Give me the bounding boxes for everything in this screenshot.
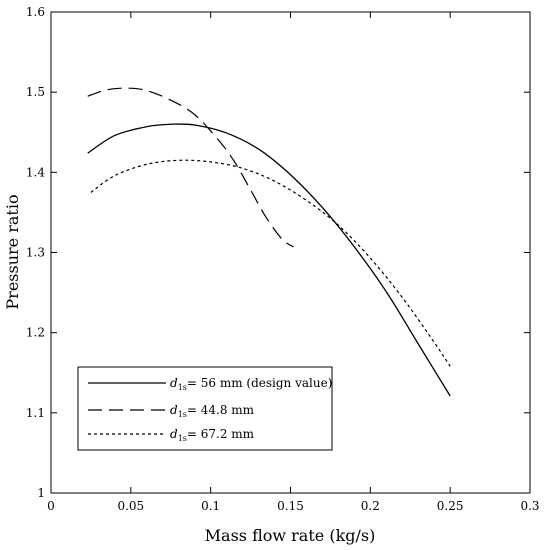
y-tick-label: 1.4	[26, 165, 45, 179]
plot-frame	[50, 11, 531, 494]
legend-subscript: 1s	[178, 434, 187, 443]
legend-label-3: d1s= 67.2 mm	[170, 427, 255, 443]
legend-subscript: 1s	[178, 410, 187, 419]
x-tick-label: 0.15	[277, 499, 304, 513]
y-tick-label: 1.2	[26, 326, 45, 340]
legend: d1s= 56 mm (design value)d1s= 44.8 mmd1s…	[77, 366, 333, 451]
legend-value: = 67.2 mm	[187, 427, 255, 441]
x-tick-label: 0.05	[117, 499, 144, 513]
legend-subscript: 1s	[178, 383, 187, 392]
y-tick-label: 1.5	[26, 85, 45, 99]
y-tick-label: 1	[37, 486, 45, 500]
x-axis-label: Mass flow rate (kg/s)	[205, 526, 376, 545]
x-tick-label: 0.3	[520, 499, 539, 513]
legend-var: d	[170, 427, 178, 441]
legend-var: d	[170, 376, 178, 390]
legend-value: = 56 mm (design value)	[187, 376, 333, 390]
y-axis-label: Pressure ratio	[3, 194, 22, 309]
x-tick-label: 0.1	[201, 499, 220, 513]
y-tick-label: 1.3	[26, 246, 45, 260]
y-tick-label: 1.6	[26, 5, 45, 19]
legend-label-2: d1s= 44.8 mm	[170, 403, 255, 419]
x-tick-label: 0	[47, 499, 55, 513]
x-tick-label: 0.2	[361, 499, 380, 513]
legend-label-1: d1s= 56 mm (design value)	[170, 376, 332, 392]
series-line-3	[90, 159, 451, 367]
y-tick-label: 1.1	[26, 406, 45, 420]
legend-var: d	[170, 403, 178, 417]
legend-box	[77, 366, 333, 451]
x-tick-label: 0.25	[437, 499, 464, 513]
series-line-1	[87, 123, 451, 397]
series-line-2	[87, 87, 295, 248]
legend-value: = 44.8 mm	[187, 403, 255, 417]
series-layer	[87, 87, 451, 397]
ticks-layer: 0 0.05 0.1 0.15 0.2 0.25 0.3 1 1.1 1.2 1.3 1.4 1.5 1.…	[26, 5, 540, 513]
